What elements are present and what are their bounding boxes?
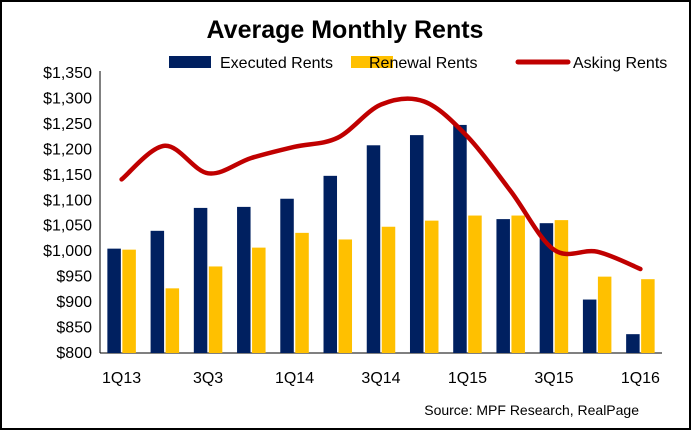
- legend-label: Executed Rents: [220, 55, 333, 72]
- x-tick-label: 1Q15: [448, 370, 487, 387]
- executed-rents-bar: [539, 223, 554, 353]
- renewal-rents-bar: [641, 279, 655, 353]
- y-tick-label: $900: [56, 294, 92, 311]
- y-tick-label: $1,100: [43, 192, 92, 209]
- y-tick-label: $1,300: [43, 90, 92, 107]
- legend-swatch: [351, 56, 393, 68]
- x-tick-label: 3Q15: [534, 370, 573, 387]
- renewal-rents-bar: [597, 276, 612, 353]
- executed-rents-bar: [453, 124, 467, 353]
- x-tick-label: 3Q3: [193, 370, 223, 387]
- executed-rents-bar: [626, 334, 640, 353]
- executed-rents-bar: [193, 207, 208, 353]
- x-axis: 1Q13 3Q3 1Q14 3Q14 1Q15 3Q15 1Q16: [100, 352, 662, 387]
- source-note: Source: MPF Research, RealPage: [424, 402, 639, 418]
- renewal-rents-bar: [165, 288, 180, 353]
- renewal-rents-bar: [338, 239, 353, 353]
- asking-rents-line: [119, 96, 643, 272]
- x-tick-label: 1Q14: [275, 370, 314, 387]
- legend-label: Renewal Rents: [369, 55, 478, 72]
- y-tick-label: $1,250: [43, 116, 92, 133]
- x-tick-label: 3Q14: [361, 370, 400, 387]
- legend-swatch: [169, 56, 211, 68]
- renewal-rents-bar: [468, 215, 482, 353]
- executed-rents-bar: [237, 206, 251, 353]
- executed-rents-bar: [323, 175, 338, 353]
- legend: Executed Rents Renewal Rents Asking Rents: [169, 55, 667, 72]
- renewal-rents-bar: [208, 266, 223, 353]
- renewal-rents-bar: [381, 226, 396, 353]
- y-tick-label: $850: [56, 320, 92, 337]
- y-tick-label: $800: [56, 345, 92, 362]
- legend-label: Asking Rents: [573, 55, 667, 72]
- executed-rents-bar: [496, 219, 510, 353]
- renewal-rents-bar: [122, 249, 136, 353]
- y-tick-label: $1,000: [43, 243, 92, 260]
- y-tick-label: $950: [56, 269, 92, 286]
- y-tick-label: $1,350: [43, 65, 92, 82]
- y-tick-label: $1,150: [43, 167, 92, 184]
- executed-rents-bar: [107, 248, 121, 353]
- bars: [107, 124, 655, 353]
- y-axis: $800 $850 $900 $950 $1,000 $1,050 $1,100 $1,150…: [43, 65, 101, 362]
- renewal-rents-bar: [295, 232, 309, 353]
- y-tick-label: $1,200: [43, 141, 92, 158]
- renewal-rents-bar: [511, 215, 525, 353]
- executed-rents-bar: [366, 145, 381, 353]
- chart-title: Average Monthly Rents: [207, 16, 484, 44]
- x-tick-label: 1Q16: [621, 370, 660, 387]
- y-tick-label: $1,050: [43, 218, 92, 235]
- asking-rents-line-layer: [119, 96, 643, 272]
- renewal-rents-bar: [252, 247, 266, 353]
- x-tick-label: 1Q13: [102, 370, 141, 387]
- executed-rents-bar: [150, 230, 165, 353]
- executed-rents-bar: [409, 135, 424, 353]
- executed-rents-bar: [582, 299, 597, 353]
- renewal-rents-bar: [554, 220, 569, 353]
- executed-rents-bar: [280, 198, 294, 353]
- renewal-rents-bar: [424, 220, 439, 353]
